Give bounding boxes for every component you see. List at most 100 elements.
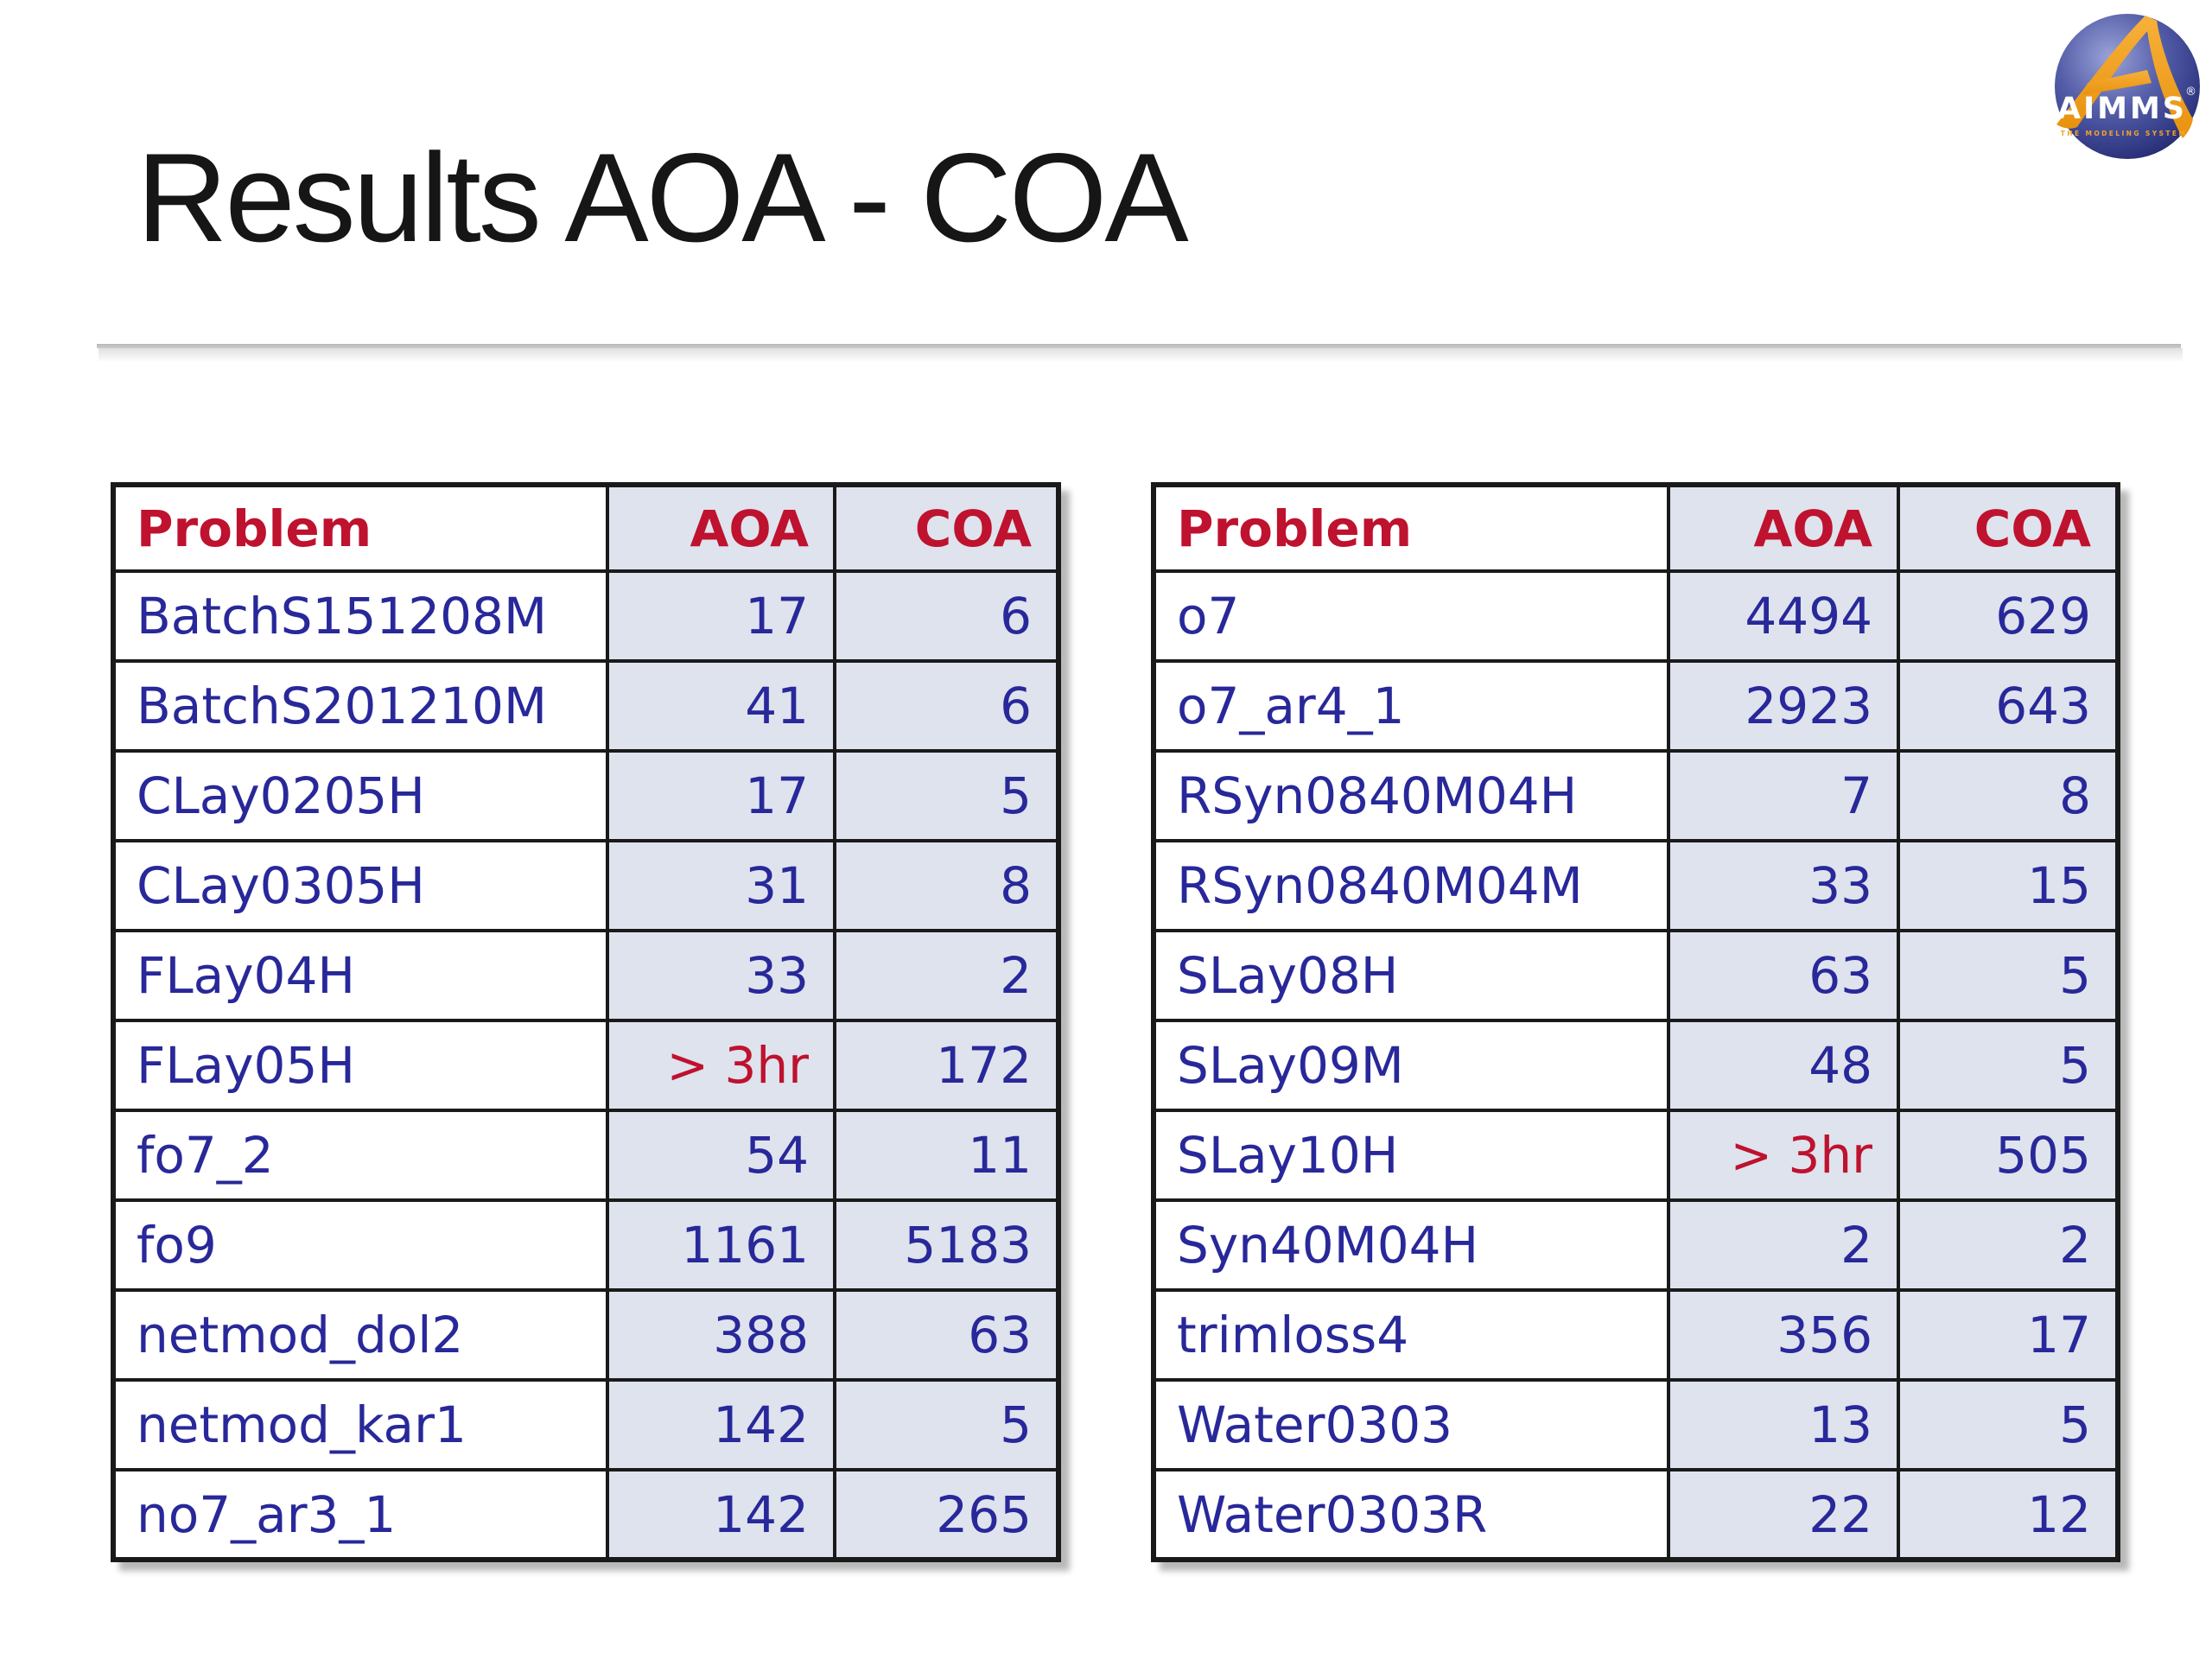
coa-value-cell: 5 — [1897, 1019, 2120, 1112]
aoa-value-cell: 4494 — [1667, 569, 1900, 663]
table-row: fo7_2 54 11 — [111, 1109, 1060, 1202]
aoa-value-cell: 22 — [1667, 1468, 1900, 1561]
coa-value-cell: 505 — [1897, 1109, 2120, 1202]
coa-value-cell: 6 — [833, 659, 1060, 753]
coa-value-cell: 8 — [833, 839, 1060, 932]
table-row: netmod_dol2 388 63 — [111, 1288, 1060, 1382]
coa-value-cell: 5 — [1897, 929, 2120, 1022]
aoa-value-cell: 356 — [1667, 1288, 1900, 1382]
table-row: BatchS151208M 17 6 — [111, 569, 1060, 663]
aoa-value-cell: 63 — [1667, 929, 1900, 1022]
aoa-value-cell: 13 — [1667, 1378, 1900, 1471]
problem-cell: o7 — [1152, 569, 1670, 663]
aoa-value-cell: 54 — [606, 1109, 836, 1202]
header-problem: Problem — [1152, 483, 1670, 573]
problem-cell: BatchS151208M — [111, 569, 609, 663]
coa-value-cell: 5 — [833, 749, 1060, 842]
aoa-value-cell: > 3hr — [606, 1019, 836, 1112]
coa-value-cell: 5 — [1897, 1378, 2120, 1471]
problem-cell: no7_ar3_1 — [111, 1468, 609, 1561]
aoa-value-cell: 2 — [1667, 1198, 1900, 1292]
table-row: RSyn0840M04M 33 15 — [1152, 839, 2120, 932]
table-row: BatchS201210M 41 6 — [111, 659, 1060, 753]
problem-cell: FLay05H — [111, 1019, 609, 1112]
header-row: Problem AOA COA — [1152, 483, 2120, 573]
aoa-value-cell: 142 — [606, 1468, 836, 1561]
table-row: Syn40M04H 2 2 — [1152, 1198, 2120, 1292]
aoa-value-cell: 2923 — [1667, 659, 1900, 753]
table-row: netmod_kar1 142 5 — [111, 1378, 1060, 1471]
results-table-left: Problem AOA COA BatchS151208M 17 6 Batch… — [111, 482, 1061, 1562]
logo-a-crossbar — [2082, 70, 2152, 95]
aimms-logo: AIMMS ® THE MODELING SYSTEM — [2053, 7, 2202, 164]
coa-value-cell: 6 — [833, 569, 1060, 663]
aoa-value-cell: > 3hr — [1667, 1109, 1900, 1202]
header-row: Problem AOA COA — [111, 483, 1060, 573]
problem-cell: RSyn0840M04M — [1152, 839, 1670, 932]
logo-brand-text: AIMMS — [2057, 92, 2187, 126]
header-coa: COA — [833, 483, 1060, 573]
table-row: o7_ar4_1 2923 643 — [1152, 659, 2120, 753]
logo-a-left-stroke — [2056, 16, 2151, 129]
table-row: fo9 1161 5183 — [111, 1198, 1060, 1292]
coa-value-cell: 629 — [1897, 569, 2120, 663]
aoa-value-cell: 17 — [606, 749, 836, 842]
problem-cell: Water0303 — [1152, 1378, 1670, 1471]
coa-value-cell: 2 — [833, 929, 1060, 1022]
logo-registered-mark: ® — [2185, 86, 2196, 99]
aoa-value-cell: 1161 — [606, 1198, 836, 1292]
aoa-value-cell: 41 — [606, 659, 836, 753]
coa-value-cell: 172 — [833, 1019, 1060, 1112]
coa-value-cell: 5183 — [833, 1198, 1060, 1292]
aoa-value-cell: 17 — [606, 569, 836, 663]
table-row: trimloss4 356 17 — [1152, 1288, 2120, 1382]
problem-cell: CLay0305H — [111, 839, 609, 932]
table-row: SLay08H 63 5 — [1152, 929, 2120, 1022]
table-row: SLay10H > 3hr 505 — [1152, 1109, 2120, 1202]
header-aoa: AOA — [1667, 483, 1900, 573]
coa-value-cell: 11 — [833, 1109, 1060, 1202]
table-row: CLay0305H 31 8 — [111, 839, 1060, 932]
aoa-value-cell: 31 — [606, 839, 836, 932]
header-coa: COA — [1897, 483, 2120, 573]
aimms-logo-graphic: AIMMS ® THE MODELING SYSTEM — [2055, 14, 2200, 159]
header-aoa: AOA — [606, 483, 836, 573]
problem-cell: netmod_kar1 — [111, 1378, 609, 1471]
coa-value-cell: 12 — [1897, 1468, 2120, 1561]
logo-tagline: THE MODELING SYSTEM — [2061, 130, 2187, 137]
coa-value-cell: 8 — [1897, 749, 2120, 842]
coa-value-cell: 17 — [1897, 1288, 2120, 1382]
table-row: o7 4494 629 — [1152, 569, 2120, 663]
coa-value-cell: 63 — [833, 1288, 1060, 1382]
problem-cell: o7_ar4_1 — [1152, 659, 1670, 753]
problem-cell: SLay09M — [1152, 1019, 1670, 1112]
problem-cell: FLay04H — [111, 929, 609, 1022]
logo-a-right-stroke — [2145, 16, 2193, 138]
table-row: RSyn0840M04H 7 8 — [1152, 749, 2120, 842]
problem-cell: BatchS201210M — [111, 659, 609, 753]
problem-cell: CLay0205H — [111, 749, 609, 842]
problem-cell: RSyn0840M04H — [1152, 749, 1670, 842]
problem-cell: SLay10H — [1152, 1109, 1670, 1202]
title-divider — [97, 344, 2183, 362]
table-row: no7_ar3_1 142 265 — [111, 1468, 1060, 1561]
problem-cell: Water0303R — [1152, 1468, 1670, 1561]
coa-value-cell: 643 — [1897, 659, 2120, 753]
table-row: FLay04H 33 2 — [111, 929, 1060, 1022]
aoa-value-cell: 142 — [606, 1378, 836, 1471]
coa-value-cell: 15 — [1897, 839, 2120, 932]
aoa-value-cell: 33 — [606, 929, 836, 1022]
problem-cell: fo7_2 — [111, 1109, 609, 1202]
table-row: Water0303R 22 12 — [1152, 1468, 2120, 1561]
coa-value-cell: 2 — [1897, 1198, 2120, 1292]
coa-value-cell: 265 — [833, 1468, 1060, 1561]
results-table-right: Problem AOA COA o7 4494 629 o7_ar4_1 292… — [1151, 482, 2120, 1562]
table-row: CLay0205H 17 5 — [111, 749, 1060, 842]
aoa-value-cell: 388 — [606, 1288, 836, 1382]
aoa-value-cell: 7 — [1667, 749, 1900, 842]
header-problem: Problem — [111, 483, 609, 573]
aoa-value-cell: 48 — [1667, 1019, 1900, 1112]
table-row: SLay09M 48 5 — [1152, 1019, 2120, 1112]
page-title: Results AOA - COA — [137, 127, 1189, 268]
